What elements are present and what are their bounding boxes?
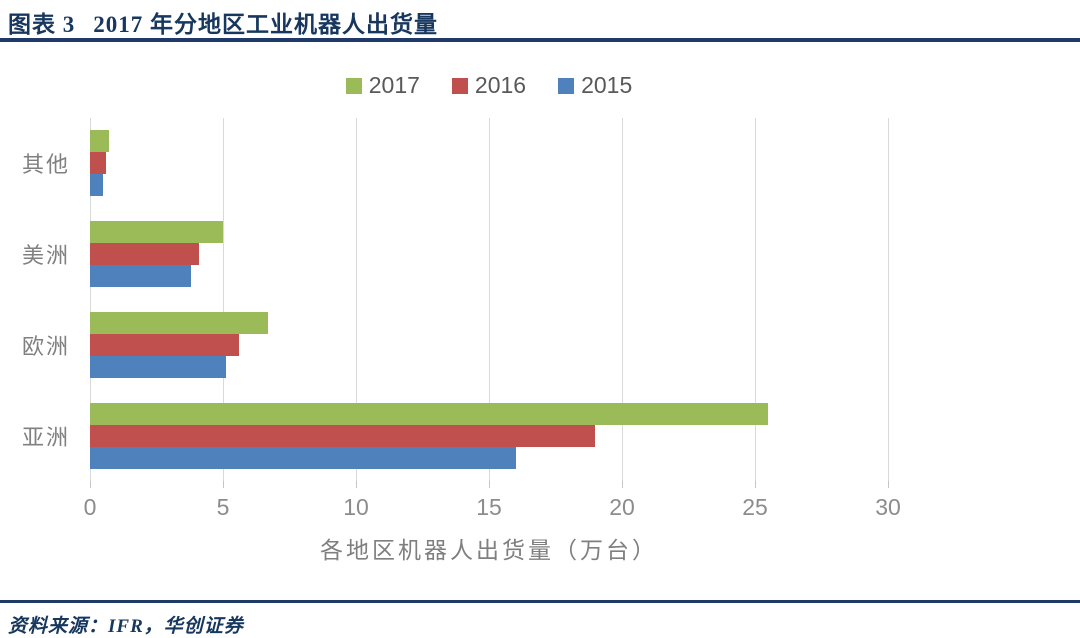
gridline-20: [621, 118, 623, 481]
legend-swatch-icon: [558, 77, 575, 94]
x-tick-label-20: 20: [609, 494, 635, 520]
x-tick-mark-30: [888, 481, 889, 488]
figure-title-text: 2017 年分地区工业机器人出货量: [93, 12, 438, 37]
y-axis-category-labels: 其他 美洲 欧洲 亚洲: [0, 118, 70, 481]
category-label-美洲: 美洲: [21, 243, 70, 269]
x-tick-mark-20: [621, 481, 623, 488]
x-tick-label-30: 30: [875, 494, 901, 520]
legend-item-2017: 2017: [345, 72, 420, 99]
bar-美洲-2016: [90, 243, 200, 266]
source-note: 资料来源：IFR，华创证券: [8, 616, 244, 637]
figure-title: 图表 3 2017 年分地区工业机器人出货量: [8, 5, 438, 39]
bar-亚洲-2016: [90, 424, 596, 447]
x-tick-label-0: 0: [83, 494, 97, 520]
legend-item-2015: 2015: [558, 72, 632, 99]
bar-欧洲-2017: [90, 311, 269, 334]
bar-美洲-2015: [90, 265, 192, 288]
bar-欧洲-2015: [90, 355, 226, 378]
category-label-欧洲: 欧洲: [21, 333, 70, 359]
x-tick-label-25: 25: [742, 494, 768, 520]
gridline-5: [222, 118, 224, 481]
bar-欧洲-2016: [90, 333, 239, 356]
legend-label: 2015: [581, 72, 633, 98]
x-tick-mark-15: [489, 481, 490, 488]
legend-label: 2016: [474, 72, 527, 98]
x-tick-mark-25: [755, 481, 756, 488]
x-tick-label-10: 10: [343, 494, 369, 520]
legend-swatch-icon: [345, 77, 362, 94]
bottom-divider-rule: [0, 600, 1080, 603]
gridline-25: [755, 118, 756, 481]
bar-亚洲-2015: [90, 446, 516, 469]
gridline-0: [90, 118, 91, 481]
gridline-15: [489, 118, 490, 481]
bar-group-欧洲: [90, 300, 888, 391]
bar-group-亚洲: [90, 390, 888, 481]
plot-area: [90, 118, 889, 481]
category-label-亚洲: 亚洲: [21, 424, 70, 450]
figure-label: 图表 3: [8, 12, 76, 37]
x-tick-mark-5: [222, 481, 224, 488]
x-axis-tick-labels: 0 5 10 15 20 25 30: [84, 494, 901, 520]
x-tick-label-5: 5: [216, 494, 230, 520]
bar-group-其他: [90, 118, 888, 209]
legend-swatch-icon: [451, 77, 468, 94]
x-axis-title: 各地区机器人出货量（万台）: [320, 537, 658, 563]
gridline-30: [888, 118, 889, 481]
bar-亚洲-2017: [90, 402, 769, 425]
bar-美洲-2017: [90, 221, 223, 244]
gridline-10: [355, 118, 357, 481]
category-label-其他: 其他: [21, 152, 70, 178]
x-tick-mark-10: [355, 481, 357, 488]
bar-其他-2017: [90, 130, 109, 153]
chart-legend: 2017 2016 2015: [90, 72, 888, 99]
legend-item-2016: 2016: [451, 72, 527, 99]
x-tick-label-15: 15: [476, 494, 502, 520]
x-axis-tick-marks: [90, 481, 889, 489]
bar-其他-2016: [90, 152, 106, 175]
bar-其他-2015: [90, 174, 104, 197]
legend-label: 2017: [368, 72, 420, 98]
top-divider-rule: [0, 38, 1080, 42]
bar-group-美洲: [90, 209, 888, 300]
bar-rows-layer: [90, 118, 888, 481]
x-tick-mark-0: [90, 481, 91, 488]
